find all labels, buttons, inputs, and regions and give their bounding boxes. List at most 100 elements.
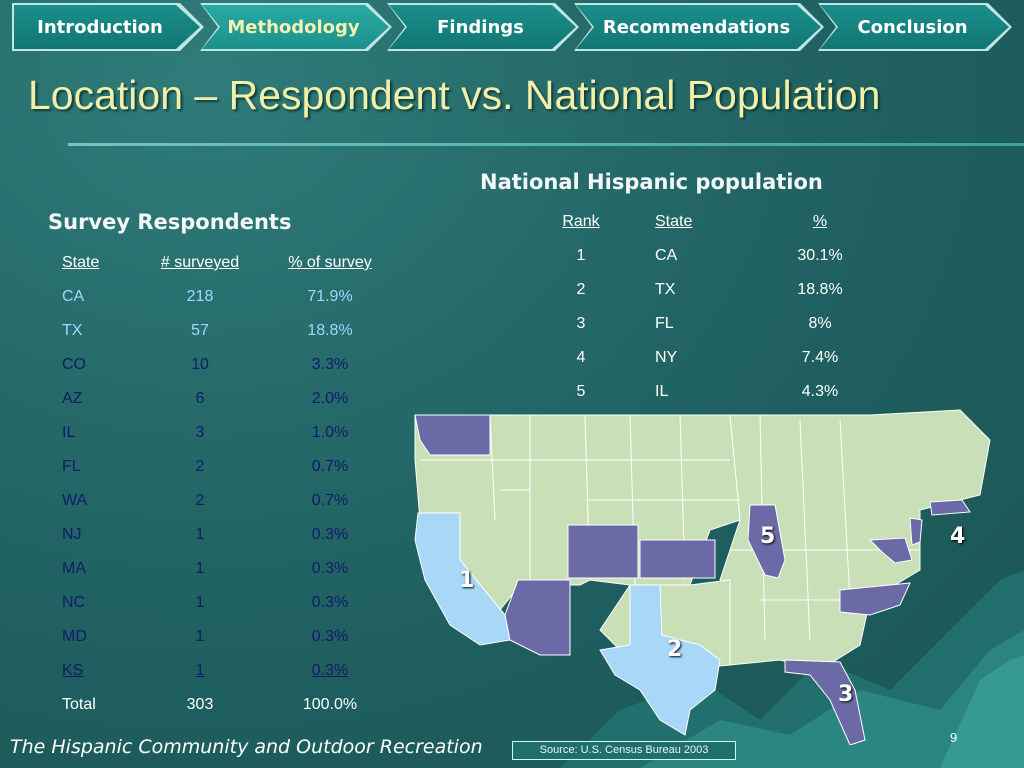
table-cell: 0.3% xyxy=(311,662,349,679)
table-cell: NJ xyxy=(62,526,82,543)
national-table: Rank State % 1 CA 30.1% 2 TX 18.8% 3 FL … xyxy=(545,205,875,409)
table-cell: 0.7% xyxy=(311,458,349,475)
table-cell: 2 xyxy=(195,492,205,509)
table-row: WA 2 0.7% xyxy=(55,484,400,518)
map-state-ca xyxy=(414,512,511,646)
table-cell: 10 xyxy=(191,356,209,373)
table-cell: 7.4% xyxy=(801,349,839,366)
table-cell: 4 xyxy=(576,349,586,366)
table-cell: 2 xyxy=(576,281,586,298)
table-cell: 0.3% xyxy=(311,594,349,611)
column-header: State xyxy=(62,254,100,271)
table-cell: 2 xyxy=(195,458,205,475)
table-row: AZ 6 2.0% xyxy=(55,382,400,416)
tab-recommendations[interactable]: Recommendations xyxy=(576,5,821,49)
table-row: TX 57 18.8% xyxy=(55,314,400,348)
table-cell: TX xyxy=(655,281,676,298)
column-header: % of survey xyxy=(288,254,372,271)
table-cell: 0.3% xyxy=(311,526,349,543)
map-state-tx xyxy=(599,584,721,736)
tab-conclusion[interactable]: Conclusion xyxy=(820,5,1009,49)
table-cell: NY xyxy=(655,349,678,366)
table-cell: 1 xyxy=(195,594,205,611)
column-header: # surveyed xyxy=(160,254,240,271)
table-cell: 3 xyxy=(195,424,205,441)
table-row: IL 3 1.0% xyxy=(55,416,400,450)
table-row: CO 10 3.3% xyxy=(55,348,400,382)
map-state-nj xyxy=(909,517,923,546)
column-header: Rank xyxy=(562,213,600,230)
table-cell: IL xyxy=(62,424,76,441)
table-cell: CO xyxy=(62,356,86,373)
state-borders xyxy=(420,414,920,641)
section-nav: Introduction Methodology Findings Recomm… xyxy=(12,3,1012,53)
table-header-row: Rank State % xyxy=(545,205,875,239)
us-map xyxy=(414,409,991,745)
table-cell: 1 xyxy=(195,662,205,679)
national-table-title: National Hispanic population xyxy=(480,170,823,194)
map-state-md xyxy=(868,537,913,564)
table-row: 2 TX 18.8% xyxy=(545,273,875,307)
tab-methodology[interactable]: Methodology xyxy=(202,5,389,49)
table-cell: WA xyxy=(62,492,88,509)
map-state-fl xyxy=(784,659,866,745)
table-cell: 3 xyxy=(576,315,586,332)
table-row: 1 CA 30.1% xyxy=(545,239,875,273)
title-divider xyxy=(68,143,1024,146)
source-caption: Source: U.S. Census Bureau 2003 xyxy=(512,741,736,760)
table-cell: 6 xyxy=(195,390,205,407)
tab-findings[interactable]: Findings xyxy=(389,5,576,49)
map-state-az xyxy=(504,579,571,656)
map-rank-label: 4 xyxy=(950,524,966,549)
table-row: 4 NY 7.4% xyxy=(545,341,875,375)
table-cell: 1 xyxy=(195,560,205,577)
table-cell: 57 xyxy=(191,322,209,339)
map-state-wa xyxy=(414,414,491,456)
table-cell: FL xyxy=(655,315,674,332)
table-row: MD 1 0.3% xyxy=(55,620,400,654)
presentation-footer: The Hispanic Community and Outdoor Recre… xyxy=(10,736,483,758)
table-cell: FL xyxy=(62,458,81,475)
map-rank-label: 3 xyxy=(838,682,854,707)
slide-title: Location – Respondent vs. National Popul… xyxy=(28,72,881,118)
table-cell: 71.9% xyxy=(307,288,353,305)
table-cell: 3.3% xyxy=(311,356,349,373)
table-row: MA 1 0.3% xyxy=(55,552,400,586)
table-cell: 1.0% xyxy=(311,424,349,441)
table-header-row: State # surveyed % of survey xyxy=(55,246,400,280)
table-cell: 1 xyxy=(576,247,586,264)
table-cell: 0.3% xyxy=(311,628,349,645)
survey-table: State # surveyed % of survey CA 218 71.9… xyxy=(55,246,400,722)
map-state-co xyxy=(567,524,639,579)
table-cell: 1 xyxy=(195,628,205,645)
table-row: 3 FL 8% xyxy=(545,307,875,341)
map-rank-label: 2 xyxy=(667,637,683,662)
table-cell: CA xyxy=(655,247,678,264)
table-cell: CA xyxy=(62,288,85,305)
page-number: 9 xyxy=(950,730,958,745)
table-cell: 30.1% xyxy=(797,247,843,264)
map-state-nc xyxy=(839,582,911,616)
table-cell: TX xyxy=(62,322,83,339)
table-cell: 18.8% xyxy=(797,281,843,298)
table-row: FL 2 0.7% xyxy=(55,450,400,484)
table-cell: 218 xyxy=(186,288,214,305)
table-cell: IL xyxy=(655,383,669,400)
table-cell: 4.3% xyxy=(801,383,839,400)
table-cell: 8% xyxy=(808,315,832,332)
table-cell: 18.8% xyxy=(307,322,353,339)
table-cell: MA xyxy=(62,560,86,577)
tab-introduction[interactable]: Introduction xyxy=(14,5,200,49)
table-cell: 2.0% xyxy=(311,390,349,407)
table-cell: AZ xyxy=(62,390,83,407)
table-row: CA 218 71.9% xyxy=(55,280,400,314)
table-row: 5 IL 4.3% xyxy=(545,375,875,409)
table-cell: 5 xyxy=(576,383,586,400)
table-cell: 0.3% xyxy=(311,560,349,577)
map-state-il xyxy=(747,504,786,579)
column-header: State xyxy=(655,213,693,230)
survey-table-title: Survey Respondents xyxy=(48,210,292,234)
map-rank-label: 5 xyxy=(760,524,776,549)
table-cell: 303 xyxy=(186,696,214,713)
table-row: KS 1 0.3% xyxy=(55,654,400,688)
